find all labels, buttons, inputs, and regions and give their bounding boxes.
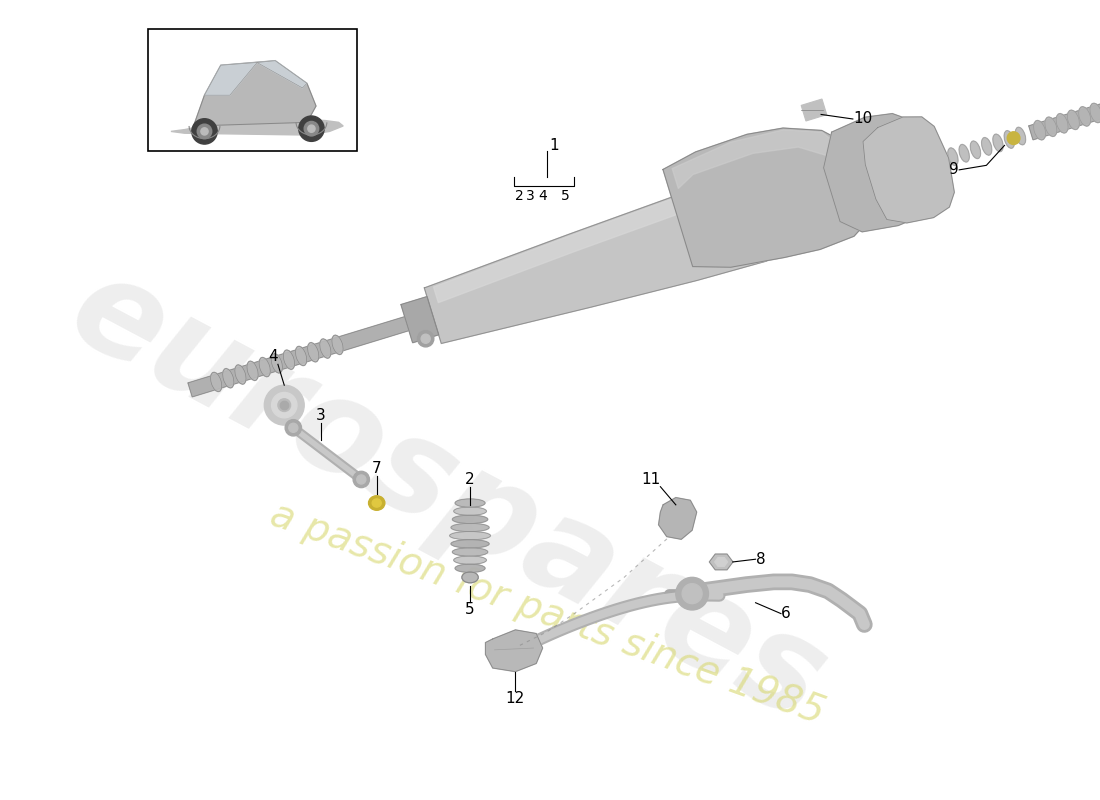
Polygon shape xyxy=(188,317,409,397)
Polygon shape xyxy=(659,498,696,539)
Text: 12: 12 xyxy=(506,690,525,706)
Circle shape xyxy=(201,128,208,135)
Ellipse shape xyxy=(451,540,490,548)
Ellipse shape xyxy=(1056,114,1068,133)
Text: 9: 9 xyxy=(949,162,959,178)
Ellipse shape xyxy=(451,523,490,531)
Text: 4: 4 xyxy=(268,350,278,364)
Polygon shape xyxy=(824,114,940,232)
Ellipse shape xyxy=(1015,127,1025,145)
Ellipse shape xyxy=(455,564,485,572)
Text: a passion for parts since 1985: a passion for parts since 1985 xyxy=(265,495,829,732)
Polygon shape xyxy=(715,558,727,566)
Ellipse shape xyxy=(455,499,485,507)
Text: 7: 7 xyxy=(372,461,382,476)
Polygon shape xyxy=(710,554,733,570)
Ellipse shape xyxy=(260,358,271,377)
Ellipse shape xyxy=(450,531,491,540)
Ellipse shape xyxy=(368,496,385,510)
Circle shape xyxy=(191,118,217,144)
Bar xyxy=(148,29,356,151)
Ellipse shape xyxy=(234,365,246,384)
Circle shape xyxy=(356,475,366,484)
Ellipse shape xyxy=(272,354,283,373)
Polygon shape xyxy=(170,120,343,135)
Polygon shape xyxy=(205,62,257,95)
Ellipse shape xyxy=(248,361,258,381)
Text: 6: 6 xyxy=(781,606,791,621)
Ellipse shape xyxy=(210,372,222,391)
Polygon shape xyxy=(672,130,846,189)
Text: 8: 8 xyxy=(756,552,766,566)
Polygon shape xyxy=(485,630,542,672)
Ellipse shape xyxy=(981,138,992,155)
Ellipse shape xyxy=(462,572,478,582)
Circle shape xyxy=(682,584,702,604)
Polygon shape xyxy=(402,297,439,342)
Circle shape xyxy=(353,471,370,488)
Polygon shape xyxy=(663,128,868,267)
Ellipse shape xyxy=(970,141,980,158)
Text: 10: 10 xyxy=(852,111,872,126)
Circle shape xyxy=(289,423,298,432)
Circle shape xyxy=(418,330,433,347)
Text: 4: 4 xyxy=(538,190,547,203)
Text: 5: 5 xyxy=(465,602,475,617)
Ellipse shape xyxy=(948,148,958,166)
Circle shape xyxy=(272,393,297,418)
Circle shape xyxy=(278,398,290,411)
Ellipse shape xyxy=(332,335,343,354)
Circle shape xyxy=(299,116,324,142)
Ellipse shape xyxy=(454,507,486,515)
Bar xyxy=(801,99,827,121)
Polygon shape xyxy=(864,117,955,223)
Circle shape xyxy=(264,385,305,425)
Polygon shape xyxy=(194,61,316,126)
Ellipse shape xyxy=(1090,103,1100,122)
Text: 2: 2 xyxy=(465,472,475,486)
Ellipse shape xyxy=(296,346,307,366)
Ellipse shape xyxy=(454,556,486,564)
Text: eurospares: eurospares xyxy=(50,244,846,748)
Ellipse shape xyxy=(993,134,1003,152)
Polygon shape xyxy=(433,178,737,302)
Ellipse shape xyxy=(1004,130,1014,148)
Circle shape xyxy=(421,334,430,343)
Ellipse shape xyxy=(1079,106,1090,126)
Ellipse shape xyxy=(1045,117,1057,137)
Ellipse shape xyxy=(1067,110,1079,130)
Text: 3: 3 xyxy=(527,190,536,203)
Polygon shape xyxy=(1028,70,1100,140)
Circle shape xyxy=(305,122,319,136)
Ellipse shape xyxy=(1034,121,1045,140)
Ellipse shape xyxy=(222,369,234,388)
Ellipse shape xyxy=(1008,132,1020,145)
Text: 1: 1 xyxy=(549,138,559,153)
Ellipse shape xyxy=(320,339,331,358)
Polygon shape xyxy=(425,174,767,343)
Ellipse shape xyxy=(959,145,969,162)
Text: 5: 5 xyxy=(561,190,570,203)
Circle shape xyxy=(285,420,301,436)
Text: 3: 3 xyxy=(316,408,326,423)
Circle shape xyxy=(197,124,211,138)
Ellipse shape xyxy=(452,515,487,523)
Ellipse shape xyxy=(308,342,319,362)
Text: 2: 2 xyxy=(515,190,524,203)
Ellipse shape xyxy=(284,350,295,370)
Circle shape xyxy=(308,125,315,132)
Ellipse shape xyxy=(452,548,487,556)
Circle shape xyxy=(675,578,708,610)
Ellipse shape xyxy=(372,499,382,507)
Text: 11: 11 xyxy=(641,472,660,486)
Polygon shape xyxy=(257,61,307,88)
